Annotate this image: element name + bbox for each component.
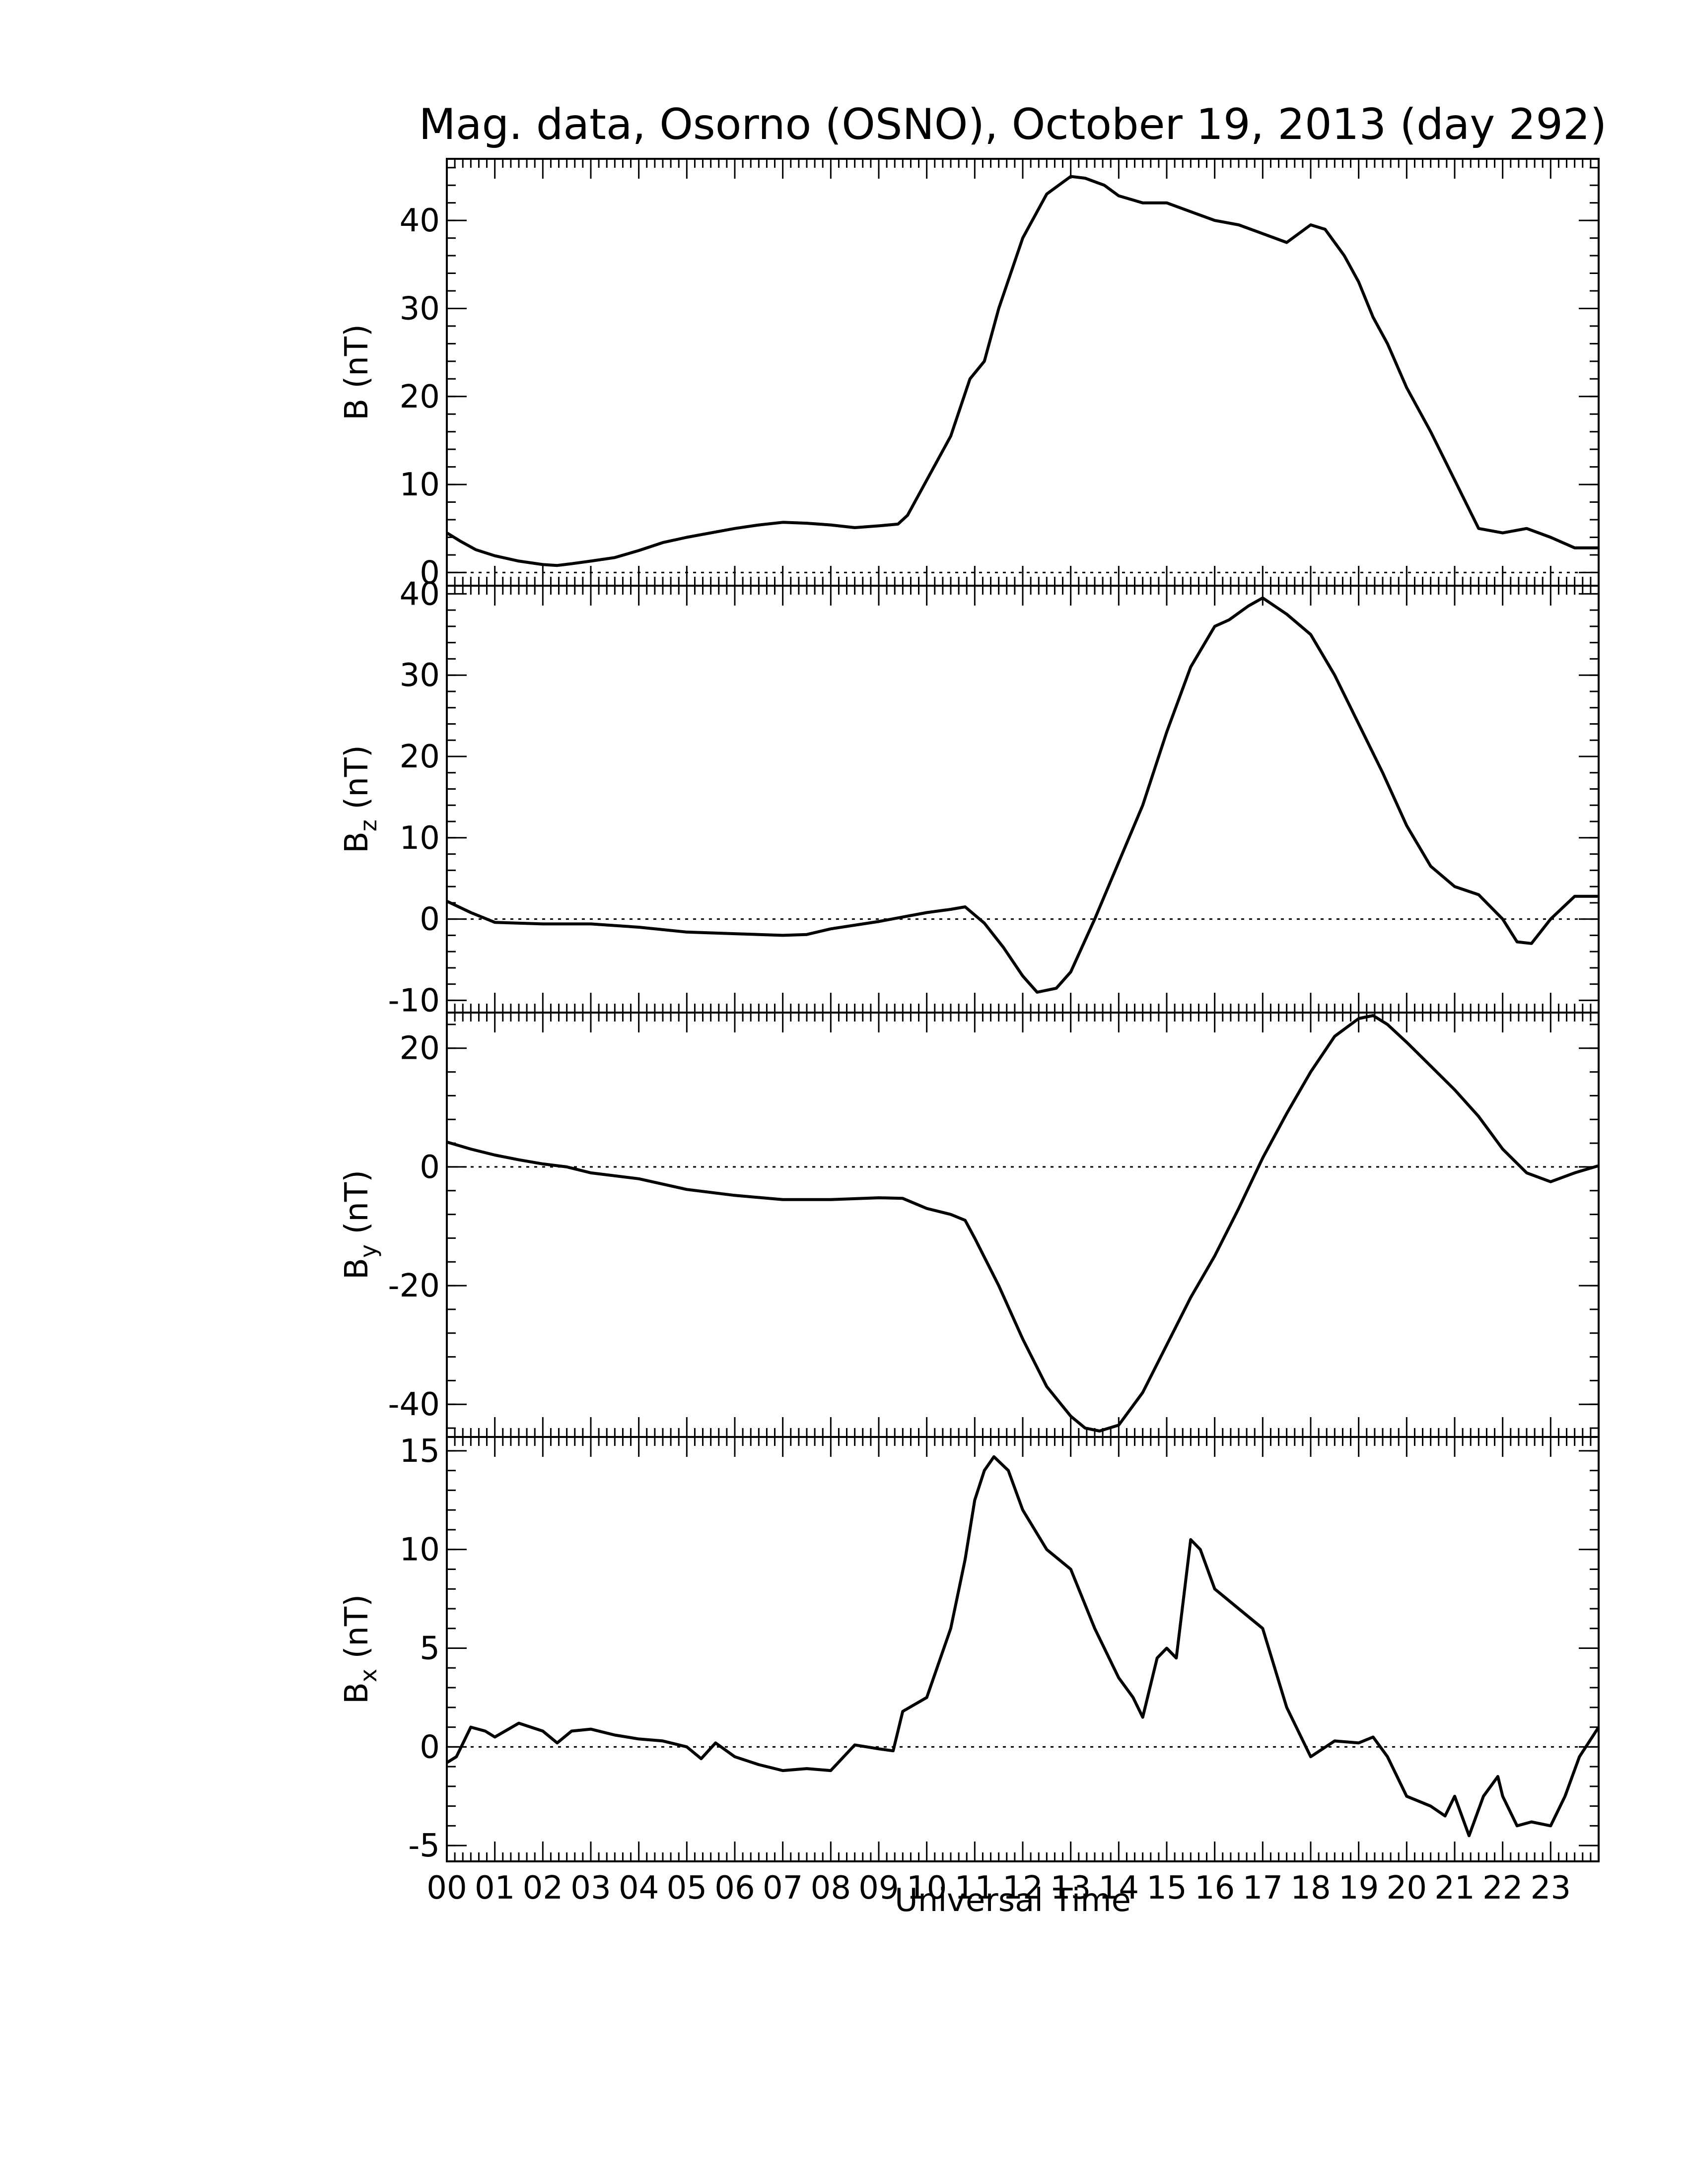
panel-frame (446, 1012, 1600, 1438)
series-line-z (446, 596, 1599, 994)
x-tick-label: 03 (570, 1870, 611, 1907)
y-axis-label-main: B (339, 1258, 375, 1280)
x-tick-label: 11 (955, 1870, 995, 1907)
y-tick-label: -10 (388, 982, 440, 1019)
y-tick-label: -40 (388, 1386, 440, 1423)
x-tick-label: 13 (1051, 1870, 1091, 1907)
x-tick-label: 10 (907, 1870, 947, 1907)
y-axis-label-main: B (339, 399, 375, 420)
x-tick-label: 17 (1243, 1870, 1283, 1907)
y-tick-label: 30 (400, 657, 440, 694)
y-tick-label: 40 (400, 203, 440, 239)
y-tick-label: -5 (408, 1828, 440, 1864)
y-tick-label: 30 (400, 290, 440, 327)
y-axis-label-main: B (339, 831, 375, 853)
x-tick-label: 21 (1434, 1870, 1475, 1907)
y-tick-label: 0 (420, 1729, 440, 1766)
y-tick-label: -20 (388, 1268, 440, 1304)
y-axis-label: By (nT) (339, 1170, 382, 1280)
x-tick-label: 18 (1290, 1870, 1331, 1907)
x-tick-label: 01 (475, 1870, 515, 1907)
x-tick-label: 23 (1531, 1870, 1571, 1907)
y-axis-label-unit: (nT) (339, 1170, 375, 1244)
x-tick-label: 08 (811, 1870, 851, 1907)
series-line-y (446, 1014, 1599, 1433)
x-tick-label: 15 (1146, 1870, 1187, 1907)
x-tick-label: 06 (714, 1870, 755, 1907)
x-axis-label: Universal Time (895, 1882, 1131, 1919)
y-axis-label: Bz (nT) (339, 745, 382, 853)
x-tick-label: 04 (619, 1870, 659, 1907)
y-tick-label: 10 (400, 1532, 440, 1569)
y-tick-label: 0 (420, 554, 440, 591)
x-tick-label: 19 (1338, 1870, 1379, 1907)
series-line-total (446, 175, 1599, 567)
panel-total: 0 10 20 30 40 B (nT) (339, 158, 1600, 591)
y-tick-label: 10 (400, 467, 440, 503)
y-tick-label: 15 (400, 1433, 440, 1470)
y-tick-label: 20 (400, 379, 440, 415)
y-tick-label: 0 (420, 1149, 440, 1186)
y-axis-label-unit: (nT) (339, 324, 375, 399)
panel-frame (446, 158, 1600, 587)
panel-z: -10 0 10 20 30 40 Bz (nT) (339, 576, 1600, 1019)
x-tick-label: 07 (763, 1870, 803, 1907)
x-tick-label: 16 (1195, 1870, 1235, 1907)
y-axis-label-subscript: z (355, 819, 382, 831)
y-tick-label: 10 (400, 820, 440, 857)
x-tick-label: 05 (667, 1870, 707, 1907)
x-tick-label: 14 (1099, 1870, 1139, 1907)
x-tick-label: 09 (858, 1870, 899, 1907)
x-tick-label: 00 (426, 1870, 467, 1907)
y-tick-label: 5 (420, 1631, 440, 1667)
y-axis-label-unit: (nT) (339, 745, 375, 819)
y-axis-label-subscript: x (355, 1669, 382, 1682)
x-tick-label: 20 (1387, 1870, 1427, 1907)
y-axis-label: Bx (nT) (339, 1594, 382, 1704)
panel-x: -5 0 5 10 15 Bx (nT) (339, 1433, 1600, 1864)
y-tick-label: 0 (420, 901, 440, 938)
y-axis-label-unit: (nT) (339, 1594, 375, 1669)
y-tick-label: 20 (400, 1030, 440, 1067)
x-tick-label: 02 (523, 1870, 563, 1907)
y-axis-label: B (nT) (339, 324, 375, 420)
series-line-x (446, 1455, 1600, 1838)
panel-y: -40 -20 0 20 By (nT) (339, 1012, 1600, 1438)
y-tick-label: 40 (400, 576, 440, 613)
y-axis-label-subscript: y (355, 1244, 382, 1258)
chart-title: Mag. data, Osorno (OSNO), October 19, 20… (419, 100, 1607, 149)
panel-frame (446, 585, 1600, 1014)
panel-frame (446, 1436, 1600, 1862)
y-axis-label-main: B (339, 1682, 375, 1704)
x-tick-label: 12 (1002, 1870, 1043, 1907)
y-tick-label: 20 (400, 739, 440, 775)
x-tick-label: 22 (1482, 1870, 1523, 1907)
